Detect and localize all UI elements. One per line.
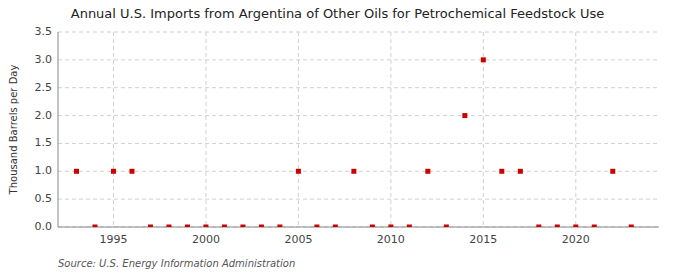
y-axis-line <box>58 32 59 227</box>
grid-line-x <box>575 32 576 227</box>
chart: 0.0 0.5 1.0 1.5 2.0 2.5 3.0 3.5 1995 2000 2005 2010… <box>0 0 675 275</box>
y-axis-label: Thousand Barrels per Day <box>8 65 19 196</box>
grid-line-y <box>58 59 659 60</box>
title: Annual U.S. Imports from Argentina of Ot… <box>71 6 604 21</box>
annotation: Source: U.S. Energy Information Administ… <box>58 258 295 269</box>
point <box>296 169 301 174</box>
point <box>222 225 227 228</box>
x-tick-label: 2005 <box>284 233 312 246</box>
y-tick-label: 2.5 <box>35 81 53 94</box>
y-tick-label: 0.0 <box>35 220 53 233</box>
point <box>536 225 541 228</box>
y-tick-label: 1.0 <box>35 164 53 177</box>
y-tick-label: 3.5 <box>35 25 53 38</box>
point <box>74 169 79 174</box>
point <box>388 225 393 228</box>
point <box>351 169 356 174</box>
point <box>407 225 412 228</box>
x-tick-label: 2015 <box>469 233 497 246</box>
point <box>166 225 171 228</box>
x-tick-label: 2020 <box>562 233 590 246</box>
point <box>240 225 245 228</box>
grid <box>58 32 659 227</box>
point <box>129 169 134 174</box>
point <box>111 169 116 174</box>
y-tick-label: 3.0 <box>35 53 53 66</box>
point <box>481 57 486 62</box>
x-tick-label: 2010 <box>377 233 405 246</box>
point <box>629 225 634 228</box>
grid-line-y <box>58 199 659 200</box>
point <box>425 169 430 174</box>
grid-line-y <box>58 115 659 116</box>
point <box>444 225 449 228</box>
y-tick-label: 0.5 <box>35 192 53 205</box>
grid-line-y <box>58 171 659 172</box>
point <box>277 225 282 228</box>
point <box>185 225 190 228</box>
point <box>518 169 523 174</box>
point <box>499 169 504 174</box>
point <box>370 225 375 228</box>
y-tick-label: 1.5 <box>35 136 53 149</box>
grid-line-y <box>58 32 659 33</box>
point <box>92 225 97 228</box>
point <box>314 225 319 228</box>
grid-line-x <box>298 32 299 227</box>
grid-line-y <box>58 87 659 88</box>
y-tick-label: 2.0 <box>35 109 53 122</box>
point <box>555 225 560 228</box>
x-tick-label: 2000 <box>192 233 220 246</box>
grid-line-x <box>205 32 206 227</box>
point <box>333 225 338 228</box>
x-tick-label: 1995 <box>99 233 127 246</box>
grid-line-x <box>390 32 391 227</box>
points <box>74 57 634 227</box>
point <box>573 225 578 228</box>
point <box>610 169 615 174</box>
axes: 0.0 0.5 1.0 1.5 2.0 2.5 3.0 3.5 1995 2000 2005 2010… <box>35 25 660 246</box>
point <box>259 225 264 228</box>
grid-line-y <box>58 143 659 144</box>
point <box>462 113 467 118</box>
point <box>203 225 208 228</box>
grid-line-x <box>113 32 114 227</box>
point <box>148 225 153 228</box>
point <box>592 225 597 228</box>
